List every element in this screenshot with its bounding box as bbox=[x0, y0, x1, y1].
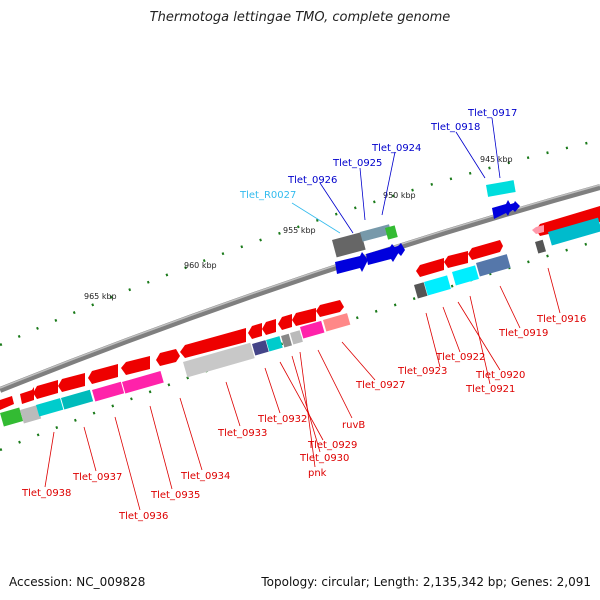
gene-label-tlet-0916: Tlet_0916 bbox=[536, 314, 586, 325]
forward-genes bbox=[332, 180, 520, 274]
reverse-labels: Tlet_0938 Tlet_0937 Tlet_0936 Tlet_0935 … bbox=[21, 314, 586, 522]
tick-955kbp: 955 kbp bbox=[283, 226, 316, 235]
genome-backbone bbox=[0, 184, 600, 393]
gene-label-tlet-r0027: Tlet_R0027 bbox=[239, 190, 296, 201]
gene-arrow-blue-2 bbox=[366, 244, 399, 265]
gene-arrow-red-1 bbox=[0, 396, 14, 410]
topology-text: Topology: circular; Length: 2,135,342 bp… bbox=[261, 575, 591, 589]
gene-label-tlet-0923: Tlet_0923 bbox=[397, 366, 447, 377]
gene-arrow-blue-1 bbox=[335, 252, 368, 274]
gene-block-cyan-top bbox=[485, 180, 516, 197]
tick-945kbp: 945 kbp bbox=[480, 155, 513, 164]
gene-label-tlet-0917: Tlet_0917 bbox=[467, 108, 517, 119]
gene-arrow-red-14 bbox=[416, 258, 444, 277]
cog-blocks bbox=[0, 217, 600, 427]
gene-label-tlet-0920: Tlet_0920 bbox=[475, 370, 525, 381]
gene-arrow-red-4 bbox=[58, 373, 85, 392]
gene-arrow-red-15 bbox=[444, 251, 468, 268]
gene-label-tlet-0930: Tlet_0930 bbox=[299, 453, 349, 464]
gene-arrow-blue-3 bbox=[392, 243, 405, 256]
gene-arrow-red-17 bbox=[536, 206, 600, 236]
leader-lines bbox=[44, 117, 561, 511]
gene-label-ruvb: ruvB bbox=[342, 420, 365, 431]
gene-label-tlet-0919: Tlet_0919 bbox=[498, 328, 548, 339]
gene-label-tlet-0938: Tlet_0938 bbox=[21, 488, 71, 499]
gene-label-tlet-0927: Tlet_0927 bbox=[355, 380, 405, 391]
gene-arrow-blue-4 bbox=[492, 200, 512, 219]
gene-label-tlet-0933: Tlet_0933 bbox=[217, 428, 267, 439]
gene-label-tlet-0924: Tlet_0924 bbox=[371, 143, 421, 154]
gene-label-tlet-0936: Tlet_0936 bbox=[118, 511, 168, 522]
gene-arrow-red-5 bbox=[88, 364, 118, 384]
gene-label-pnk: pnk bbox=[308, 468, 327, 479]
gene-arrow-red-3 bbox=[33, 380, 58, 399]
forward-labels: Tlet_R0027 Tlet_0926 Tlet_0925 Tlet_0924… bbox=[239, 108, 517, 201]
gene-label-tlet-0921: Tlet_0921 bbox=[465, 384, 515, 395]
gene-arrow-red-2 bbox=[20, 387, 34, 404]
gene-arrow-blue-5 bbox=[508, 201, 520, 212]
tick-960kbp: 960 kbp bbox=[184, 261, 217, 270]
gene-arrow-red-16 bbox=[468, 240, 503, 260]
gene-label-tlet-0925: Tlet_0925 bbox=[332, 158, 382, 169]
gene-label-tlet-0934: Tlet_0934 bbox=[180, 471, 230, 482]
gene-arrow-red-13 bbox=[316, 300, 344, 317]
gene-arrow-red-8 bbox=[180, 328, 246, 358]
gene-block-teal bbox=[360, 224, 392, 242]
accession-text: Accession: NC_009828 bbox=[9, 575, 146, 589]
gene-arrow-pink bbox=[532, 225, 544, 234]
gene-label-tlet-0935: Tlet_0935 bbox=[150, 490, 200, 501]
gene-arrow-red-6 bbox=[121, 356, 150, 375]
gene-label-tlet-0937: Tlet_0937 bbox=[72, 472, 122, 483]
tick-965kbp: 965 kbp bbox=[84, 292, 117, 301]
gene-arrow-red-10 bbox=[262, 319, 276, 335]
gene-block-green bbox=[385, 225, 398, 240]
gene-label-tlet-0929: Tlet_0929 bbox=[307, 440, 357, 451]
reverse-genes bbox=[0, 206, 600, 410]
gene-label-tlet-0922: Tlet_0922 bbox=[435, 352, 485, 363]
gene-label-tlet-0926: Tlet_0926 bbox=[287, 175, 337, 186]
gene-arrow-red-11 bbox=[278, 314, 292, 330]
gene-label-tlet-0932: Tlet_0932 bbox=[257, 414, 307, 425]
gene-arrow-red-9 bbox=[248, 323, 262, 339]
tick-950kbp: 950 kbp bbox=[383, 191, 416, 200]
gene-block-grey bbox=[332, 232, 366, 258]
gene-label-tlet-0918: Tlet_0918 bbox=[430, 122, 480, 133]
map-title: Thermotoga lettingae TMO, complete genom… bbox=[149, 10, 451, 25]
gene-arrow-red-12 bbox=[292, 308, 316, 326]
gene-arrow-red-7 bbox=[156, 349, 180, 366]
